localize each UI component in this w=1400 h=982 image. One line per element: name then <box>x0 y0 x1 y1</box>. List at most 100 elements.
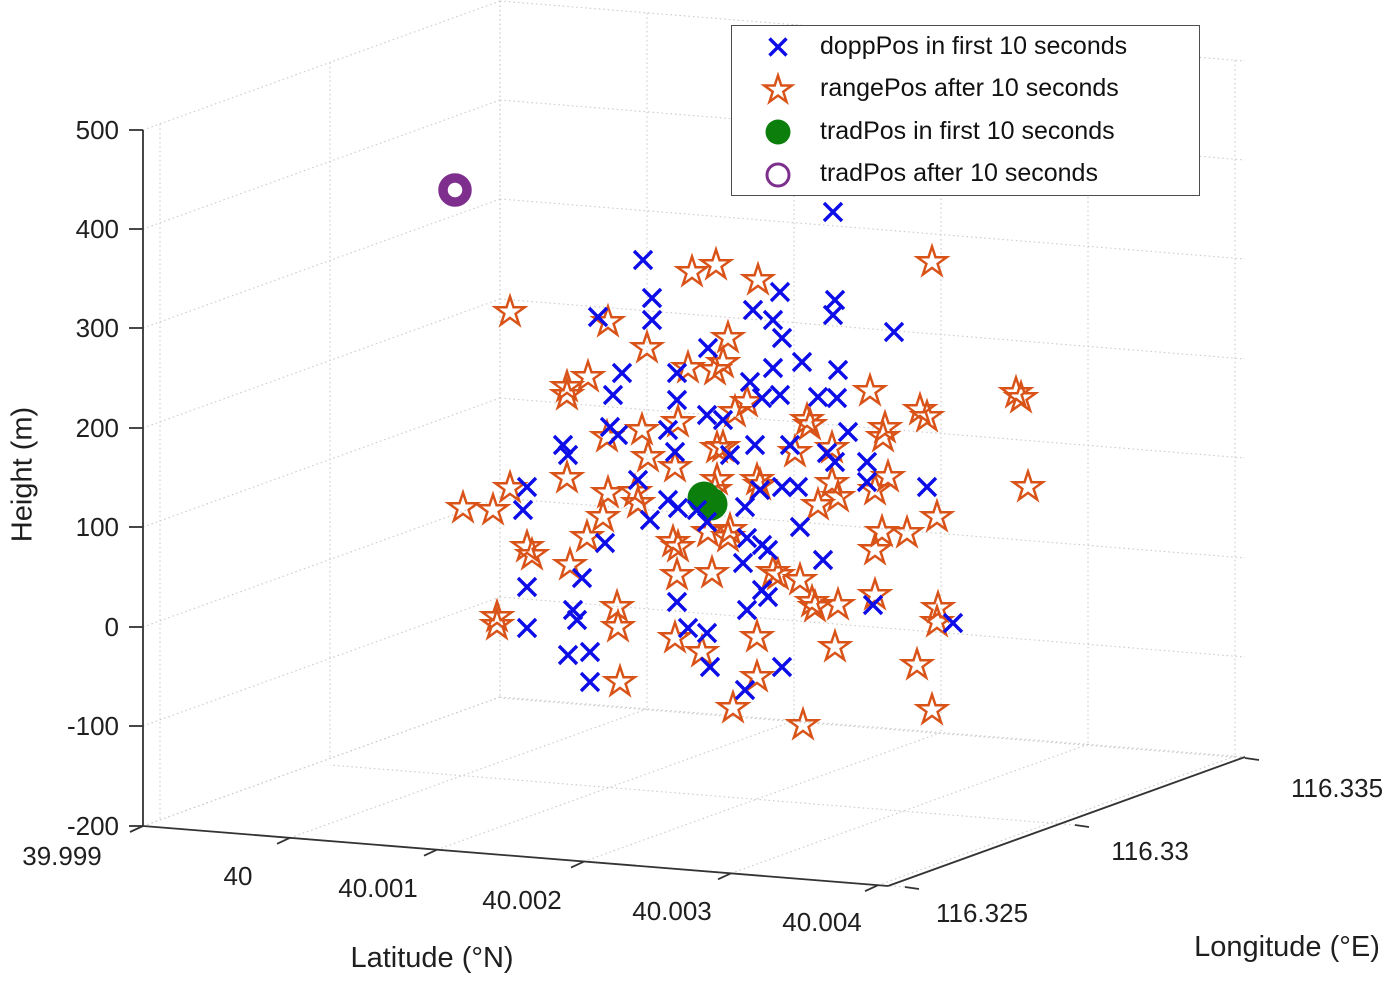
lat-tick <box>570 860 585 869</box>
x-marker <box>734 496 756 518</box>
gridline-lat-floor <box>583 731 942 863</box>
star-marker <box>513 535 551 571</box>
x-marker <box>791 351 813 373</box>
x-marker <box>664 441 686 463</box>
x-marker <box>749 479 771 501</box>
x-marker <box>751 387 773 409</box>
star-marker <box>799 485 837 521</box>
star-marker <box>697 245 735 281</box>
star-marker <box>659 527 697 563</box>
star-marker <box>863 512 901 548</box>
x-marker <box>742 299 764 321</box>
star-marker <box>669 348 707 384</box>
gridline-z-rightwall <box>499 298 1246 360</box>
x-marker <box>779 434 801 456</box>
star-marker <box>714 688 752 724</box>
legend-item: tradPos in first 10 seconds <box>732 111 1199 154</box>
open-circle-legend-icon <box>765 162 791 188</box>
star-marker <box>793 582 831 618</box>
filled-circle-legend-icon <box>765 119 791 145</box>
x-marker <box>641 287 663 309</box>
x-marker <box>571 567 593 589</box>
x-marker <box>607 424 629 446</box>
x-marker <box>883 321 905 343</box>
star-marker <box>508 527 546 563</box>
x-marker <box>822 201 844 223</box>
x-legend-icon <box>768 37 788 57</box>
star-marker <box>788 400 826 436</box>
lat-tick <box>276 837 291 845</box>
x-marker <box>757 586 779 608</box>
gridline-lat-floor <box>436 720 795 851</box>
lat-axis-line <box>142 825 889 887</box>
x-marker <box>639 509 661 531</box>
x-marker <box>771 656 793 678</box>
x-marker <box>942 612 964 634</box>
x-marker <box>856 471 878 493</box>
x-marker <box>699 656 721 678</box>
z-tick-label: -100 <box>67 711 119 741</box>
x-marker <box>739 371 761 393</box>
x-marker <box>666 389 688 411</box>
gridline-lat-floor <box>289 708 648 839</box>
gridline-z-leftwall <box>142 0 501 131</box>
x-marker <box>557 644 579 666</box>
legend-box: doppPos in first 10 seconds rangePos afte… <box>731 25 1200 196</box>
x-marker <box>516 576 538 598</box>
x-marker <box>657 419 679 441</box>
x-marker <box>712 409 734 431</box>
x-marker <box>789 516 811 538</box>
z-tick-label: 300 <box>76 313 119 343</box>
star-marker <box>659 402 697 438</box>
x-marker <box>666 362 688 384</box>
x-marker <box>736 527 758 549</box>
star-marker <box>548 458 586 494</box>
legend-item: tradPos after 10 seconds <box>732 154 1199 197</box>
x-marker <box>757 539 779 561</box>
x-marker <box>771 476 793 498</box>
lon-tick <box>1074 824 1090 828</box>
x-marker <box>579 641 601 663</box>
x-axis-title: Latitude (°N) <box>350 942 514 974</box>
gridline-z-leftwall <box>142 99 501 230</box>
star-marker <box>599 607 637 643</box>
star-marker <box>901 390 939 426</box>
star-marker <box>851 371 889 407</box>
star-marker <box>819 477 857 513</box>
star-marker <box>444 488 482 524</box>
x-marker <box>916 476 938 498</box>
z-tick-label: 400 <box>76 214 119 244</box>
star-marker <box>816 627 854 663</box>
x-marker <box>697 337 719 359</box>
x-marker <box>856 451 878 473</box>
star-marker <box>589 302 627 338</box>
x-marker <box>862 594 884 616</box>
z-tick-label: 500 <box>76 115 119 145</box>
star-marker <box>623 410 661 446</box>
star-marker <box>738 657 776 693</box>
star-marker <box>791 405 829 441</box>
star-marker <box>781 560 819 596</box>
x-marker <box>627 469 649 491</box>
lat-tick-label: 40.002 <box>482 885 562 915</box>
star-marker <box>728 382 766 418</box>
x-marker <box>762 309 784 331</box>
star-marker <box>628 328 666 364</box>
z-tick-label: 200 <box>76 413 119 443</box>
lat-tick <box>717 872 732 881</box>
gridline-z-leftwall <box>142 397 501 528</box>
star-marker <box>888 513 926 549</box>
star-marker <box>776 432 814 468</box>
x-marker <box>516 617 538 639</box>
x-marker <box>594 532 616 554</box>
star-marker <box>813 428 851 464</box>
star-marker <box>629 437 667 473</box>
z-axis-title: Height (m) <box>6 406 39 543</box>
star-marker <box>760 71 796 105</box>
star-marker <box>704 427 742 463</box>
x-marker <box>744 434 766 456</box>
star-marker <box>864 417 902 453</box>
star-marker <box>813 463 851 499</box>
z-tick-label: 100 <box>76 512 119 542</box>
